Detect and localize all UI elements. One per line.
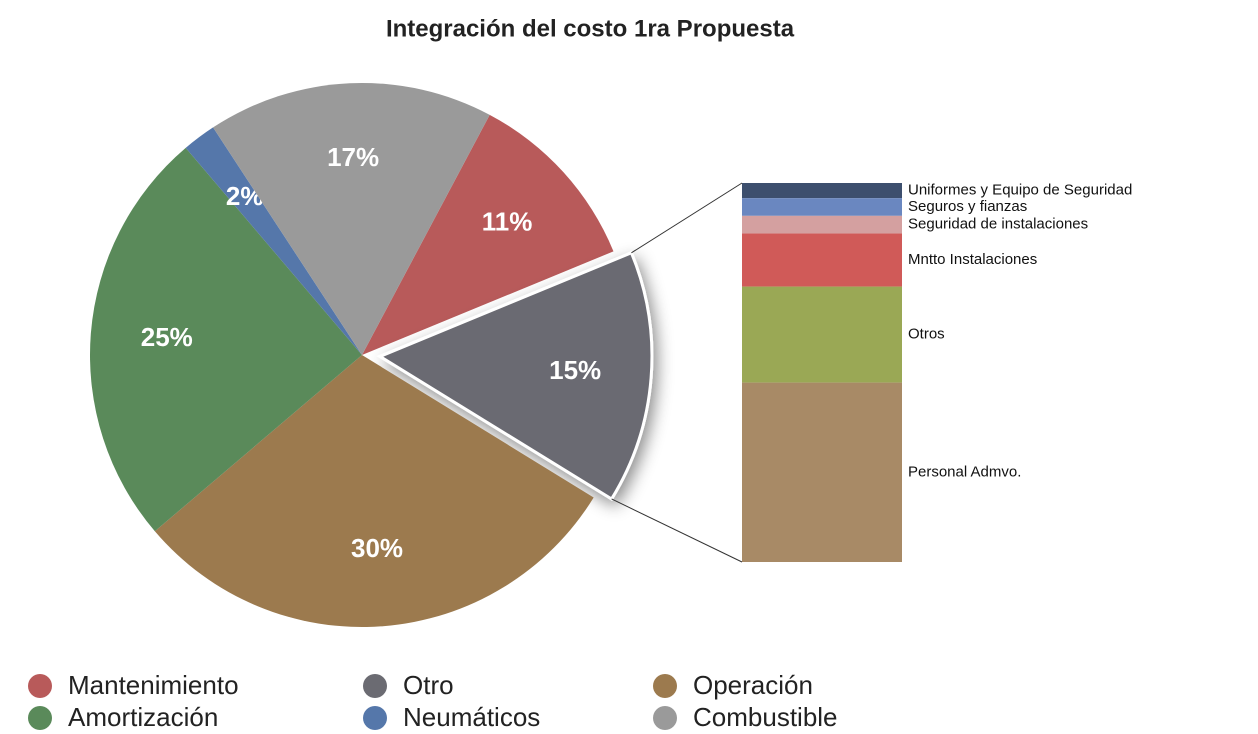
pie-slice: [376, 250, 654, 502]
bar-segment: [742, 233, 902, 287]
segment-label: Otros: [908, 326, 945, 343]
legend-label: Amortización: [68, 702, 218, 732]
pie-slice: [89, 147, 362, 532]
legend-label: Otro: [403, 670, 454, 700]
segment-label: Uniformes y Equipo de Seguridad: [908, 182, 1132, 199]
legend-label: Operación: [693, 670, 813, 700]
slice-label: 25%: [141, 322, 193, 352]
chart-title: Integración del costo 1ra Propuesta: [386, 15, 795, 42]
bar-segment: [742, 286, 902, 383]
segment-label: Seguridad de instalaciones: [908, 216, 1088, 233]
bar-segment: [742, 198, 902, 216]
legend-swatch: [653, 706, 677, 730]
pie-slice: [154, 355, 594, 627]
connector: [611, 498, 743, 563]
slice-label: 17%: [327, 142, 379, 172]
pie-slice: [213, 83, 490, 355]
slice-label: 30%: [351, 533, 403, 563]
pie-slice: [185, 127, 362, 355]
bar-segment: [742, 183, 902, 199]
bar-segment: [742, 215, 902, 234]
connector: [631, 182, 743, 254]
segment-label: Personal Admvo.: [908, 463, 1021, 480]
legend-swatch: [363, 706, 387, 730]
legend-label: Neumáticos: [403, 702, 540, 732]
bar-segment: [742, 382, 902, 562]
segment-label: Seguros y fianzas: [908, 198, 1027, 215]
slice-label: 11%: [482, 206, 533, 236]
legend-swatch: [28, 706, 52, 730]
legend-swatch: [653, 674, 677, 698]
legend-swatch: [363, 674, 387, 698]
legend-label: Mantenimiento: [68, 670, 239, 700]
legend-swatch: [28, 674, 52, 698]
slice-label: 15%: [549, 355, 601, 385]
segment-label: Mntto Instalaciones: [908, 251, 1037, 268]
legend-label: Combustible: [693, 702, 838, 732]
pie-slice: [362, 114, 614, 355]
